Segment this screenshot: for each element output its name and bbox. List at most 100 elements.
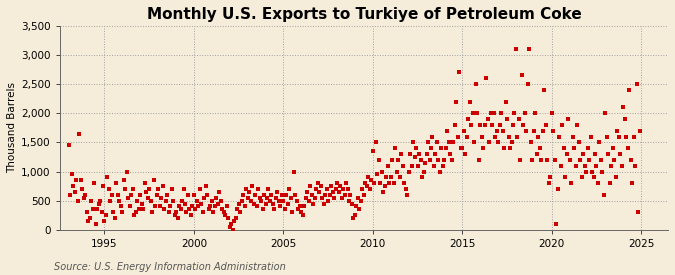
Point bbox=[77, 187, 88, 191]
Point bbox=[557, 123, 568, 127]
Point bbox=[124, 204, 135, 209]
Point bbox=[497, 128, 508, 133]
Point bbox=[488, 111, 499, 116]
Point bbox=[263, 187, 274, 191]
Point bbox=[345, 192, 356, 197]
Point bbox=[484, 140, 495, 145]
Point bbox=[294, 204, 305, 209]
Point bbox=[482, 117, 493, 121]
Point bbox=[545, 175, 556, 180]
Point bbox=[144, 187, 155, 191]
Point bbox=[542, 158, 553, 162]
Point bbox=[549, 158, 560, 162]
Point bbox=[63, 143, 74, 147]
Point bbox=[429, 164, 439, 168]
Point bbox=[536, 158, 547, 162]
Point bbox=[126, 192, 137, 197]
Point bbox=[245, 199, 256, 203]
Point bbox=[273, 199, 284, 203]
Point bbox=[74, 131, 84, 136]
Point bbox=[134, 207, 144, 211]
Point bbox=[193, 204, 204, 209]
Point bbox=[348, 216, 359, 220]
Point bbox=[539, 88, 549, 92]
Point bbox=[213, 201, 223, 206]
Point bbox=[298, 213, 308, 218]
Point bbox=[299, 204, 310, 209]
Point bbox=[308, 201, 319, 206]
Point bbox=[335, 184, 346, 188]
Point bbox=[427, 134, 438, 139]
Point bbox=[226, 222, 237, 226]
Point bbox=[248, 201, 259, 206]
Point bbox=[155, 204, 165, 209]
Point bbox=[238, 192, 248, 197]
Point bbox=[402, 192, 412, 197]
Point bbox=[290, 192, 301, 197]
Point bbox=[610, 175, 621, 180]
Point bbox=[491, 128, 502, 133]
Point bbox=[433, 158, 444, 162]
Point bbox=[527, 158, 538, 162]
Point bbox=[564, 158, 575, 162]
Point bbox=[250, 192, 261, 197]
Point bbox=[426, 146, 437, 150]
Point bbox=[183, 192, 194, 197]
Point bbox=[450, 123, 460, 127]
Point bbox=[570, 164, 581, 168]
Point bbox=[173, 204, 184, 209]
Point bbox=[165, 204, 176, 209]
Point bbox=[72, 199, 83, 203]
Point bbox=[282, 201, 293, 206]
Point bbox=[546, 111, 557, 116]
Point bbox=[115, 204, 126, 209]
Point bbox=[379, 184, 390, 188]
Point bbox=[627, 181, 638, 185]
Point bbox=[93, 201, 104, 206]
Point bbox=[430, 152, 441, 156]
Point bbox=[469, 140, 480, 145]
Point bbox=[321, 187, 332, 191]
Point bbox=[388, 181, 399, 185]
Point bbox=[279, 207, 290, 211]
Point bbox=[548, 128, 559, 133]
Point bbox=[87, 207, 98, 211]
Point bbox=[65, 192, 76, 197]
Point bbox=[552, 187, 563, 191]
Point bbox=[70, 190, 80, 194]
Point bbox=[184, 207, 195, 211]
Point bbox=[591, 164, 602, 168]
Point bbox=[446, 158, 457, 162]
Point bbox=[260, 201, 271, 206]
Point bbox=[409, 155, 420, 159]
Point bbox=[520, 111, 531, 116]
Point bbox=[605, 181, 616, 185]
Point bbox=[362, 184, 373, 188]
Point bbox=[493, 140, 504, 145]
Point bbox=[439, 158, 450, 162]
Point bbox=[616, 164, 627, 168]
Point bbox=[159, 207, 169, 211]
Point bbox=[381, 175, 392, 180]
Point bbox=[420, 161, 431, 165]
Point bbox=[451, 100, 462, 104]
Point bbox=[522, 82, 533, 86]
Point bbox=[403, 169, 414, 174]
Point bbox=[114, 199, 125, 203]
Point bbox=[99, 219, 110, 223]
Point bbox=[612, 128, 623, 133]
Point bbox=[303, 199, 314, 203]
Point bbox=[473, 158, 484, 162]
Point bbox=[585, 134, 596, 139]
Point bbox=[394, 175, 405, 180]
Point bbox=[313, 181, 323, 185]
Point bbox=[221, 204, 232, 209]
Point bbox=[600, 111, 611, 116]
Point bbox=[203, 207, 214, 211]
Point bbox=[371, 140, 381, 145]
Point bbox=[194, 187, 205, 191]
Point bbox=[398, 164, 408, 168]
Point bbox=[615, 152, 626, 156]
Point bbox=[68, 184, 78, 188]
Point bbox=[220, 213, 231, 218]
